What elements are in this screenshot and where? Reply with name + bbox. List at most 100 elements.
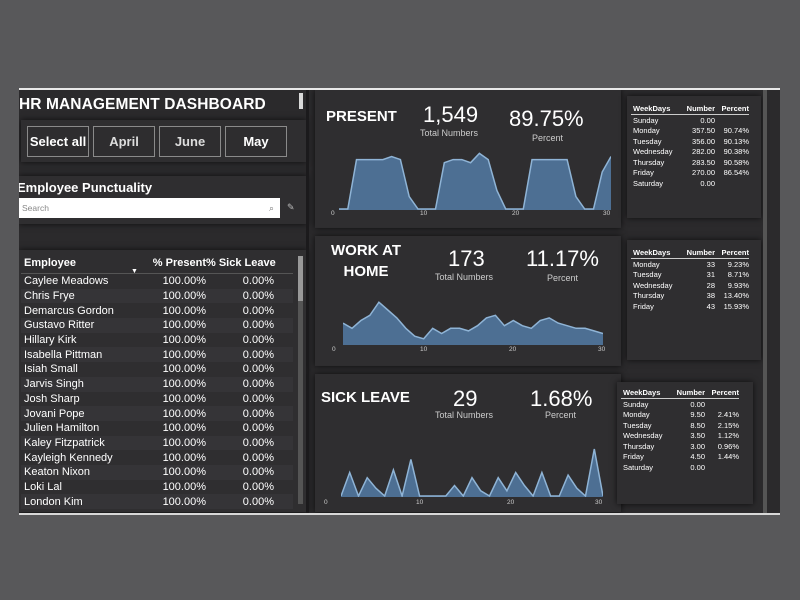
col-weekdays[interactable]: WeekDays [623, 387, 661, 397]
col-employee[interactable]: Employee [24, 257, 76, 269]
table-row[interactable]: Isabella Pittman 100.00% 0.00% [21, 347, 293, 363]
wah-axis-10: 10 [420, 346, 428, 353]
weekday-row: Monday 9.50 2.41% [621, 410, 739, 421]
sick-leave-area-chart[interactable] [341, 442, 603, 497]
present-cell: 100.00% [162, 319, 206, 332]
right-scrollbar[interactable] [763, 90, 767, 513]
present-area-fill [339, 153, 611, 210]
col-percent[interactable]: Percent [711, 387, 739, 397]
table-scrollbar-thumb[interactable] [298, 256, 303, 301]
table-row[interactable]: Jovani Pope 100.00% 0.00% [21, 406, 293, 421]
table-row[interactable]: Isiah Small 100.00% 0.00% [21, 362, 293, 377]
work-at-home-percent: 11.17% [526, 246, 599, 271]
work-at-home-number-label: Total Numbers [435, 272, 494, 282]
table-row[interactable]: Demarcus Gordon 100.00% 0.00% [21, 303, 293, 318]
weekday-row: Wednesday 282.00 90.38% [631, 147, 749, 158]
employee-name-cell: Loki Lal [24, 480, 62, 493]
slicer-june[interactable]: June [159, 126, 221, 157]
col-weekdays[interactable]: WeekDays [633, 103, 671, 113]
dashboard-canvas: HR MANAGEMENT DASHBOARD Select all April… [19, 88, 780, 515]
number-cell: 3.50 [690, 431, 705, 441]
table-row[interactable]: Kayleigh Kennedy 100.00% 0.00% [21, 450, 293, 465]
col-weekdays[interactable]: WeekDays [633, 247, 671, 257]
present-area-chart[interactable] [339, 145, 611, 210]
col-percent[interactable]: Percent [721, 103, 749, 113]
table-row[interactable]: London Kim 100.00% 0.00% [21, 494, 293, 509]
sick-axis-10: 10 [416, 499, 424, 506]
slicer-may[interactable]: May [225, 126, 287, 157]
sick-leave-cell: 0.00% [242, 466, 274, 479]
employee-name-cell: Keaton Nixon [24, 466, 91, 479]
weekday-table-header: WeekDays Number Percent [631, 102, 749, 115]
number-cell: 283.50 [692, 157, 715, 167]
weekday-cell: Saturday [623, 462, 654, 472]
percent-cell: 2.15% [717, 420, 739, 430]
employee-name-cell: Josh Sharp [24, 392, 80, 405]
sick-leave-cell: 0.00% [242, 451, 274, 464]
col-percent[interactable]: Percent [721, 247, 749, 257]
percent-cell: 86.54% [723, 168, 749, 178]
table-row[interactable]: Julien Hamilton 100.00% 0.00% [21, 421, 293, 436]
weekday-row: Sunday 0.00 [631, 115, 749, 126]
sick-leave-cell: 0.00% [242, 436, 274, 449]
table-row[interactable]: Jarvis Singh 100.00% 0.00% [21, 376, 293, 392]
table-row[interactable]: Loki Lal 100.00% 0.00% [21, 480, 293, 495]
present-weekday-table: WeekDays Number Percent Sunday 0.00 Monday 357… [631, 102, 749, 189]
employee-name-cell: Caylee Meadows [24, 275, 109, 288]
wah-weekday-table: WeekDays Number Percent Monday 33 9.23% Tuesda… [631, 246, 749, 312]
percent-cell: 1.44% [717, 452, 739, 462]
table-row[interactable]: Josh Sharp 100.00% 0.00% [21, 392, 293, 407]
search-icon: ⌕ [268, 203, 274, 213]
weekday-row: Tuesday 8.50 2.15% [621, 420, 739, 431]
eraser-icon[interactable]: ✎ [287, 202, 295, 212]
present-cell: 100.00% [162, 363, 206, 376]
col-present[interactable]: % Present [152, 257, 206, 269]
employee-name-cell: Jarvis Singh [24, 378, 84, 391]
table-row[interactable]: Chris Frye 100.00% 0.00% [21, 288, 293, 304]
present-cell: 100.00% [162, 466, 206, 479]
slicer-april[interactable]: April [93, 126, 155, 157]
weekday-row: Sunday 0.00 [621, 399, 739, 410]
number-cell: 43 [706, 301, 715, 311]
present-cell: 100.00% [162, 422, 206, 435]
present-axis-30: 30 [603, 210, 611, 217]
employee-name-cell: Isiah Small [24, 363, 78, 376]
employee-name-cell: Kaley Fitzpatrick [24, 436, 105, 449]
weekday-row: Wednesday 28 9.93% [631, 280, 749, 291]
col-number[interactable]: Number [686, 247, 715, 257]
weekday-row: Thursday 3.00 0.96% [621, 441, 739, 452]
table-row[interactable]: Caylee Meadows 100.00% 0.00% [21, 274, 293, 289]
present-number: 1,549 [423, 102, 479, 127]
percent-cell: 2.41% [717, 410, 739, 420]
work-at-home-area-chart[interactable] [343, 290, 603, 345]
present-cell: 100.00% [162, 495, 206, 508]
number-cell: 4.50 [690, 452, 705, 462]
present-cell: 100.00% [162, 348, 206, 361]
table-scrollbar-track[interactable] [298, 256, 303, 504]
col-sick-leave[interactable]: % Sick Leave [206, 257, 276, 269]
sick_leave-area-fill [341, 449, 603, 497]
table-row[interactable]: Gustavo Ritter 100.00% 0.00% [21, 318, 293, 333]
employee-name-cell: Gustavo Ritter [24, 319, 95, 332]
weekday-row: Friday 43 15.93% [631, 301, 749, 312]
sick-leave-percent: 1.68% [530, 386, 593, 411]
col-number[interactable]: Number [676, 387, 705, 397]
table-row[interactable]: Kaley Fitzpatrick 100.00% 0.00% [21, 435, 293, 451]
percent-cell: 15.93% [723, 301, 749, 311]
present-weekday-panel [627, 96, 761, 218]
percent-cell: 8.71% [727, 270, 749, 280]
present-axis-20: 20 [512, 210, 520, 217]
percent-cell: 90.38% [723, 147, 749, 157]
work-at-home-title: WORK AT HOME [331, 240, 401, 282]
sick-leave-cell: 0.00% [242, 392, 274, 405]
weekday-row: Saturday 0.00 [621, 462, 739, 473]
table-row[interactable]: Keaton Nixon 100.00% 0.00% [21, 464, 293, 480]
slicer-select-all[interactable]: Select all [27, 126, 89, 157]
table-row[interactable]: Hillary Kirk 100.00% 0.00% [21, 333, 293, 348]
number-cell: 38 [706, 291, 715, 301]
employee-name-cell: Hillary Kirk [24, 334, 77, 347]
present-percent: 89.75% [509, 106, 584, 131]
col-number[interactable]: Number [686, 103, 715, 113]
employee-name-cell: Isabella Pittman [24, 348, 103, 361]
search-input[interactable]: Search ⌕ [19, 198, 280, 218]
